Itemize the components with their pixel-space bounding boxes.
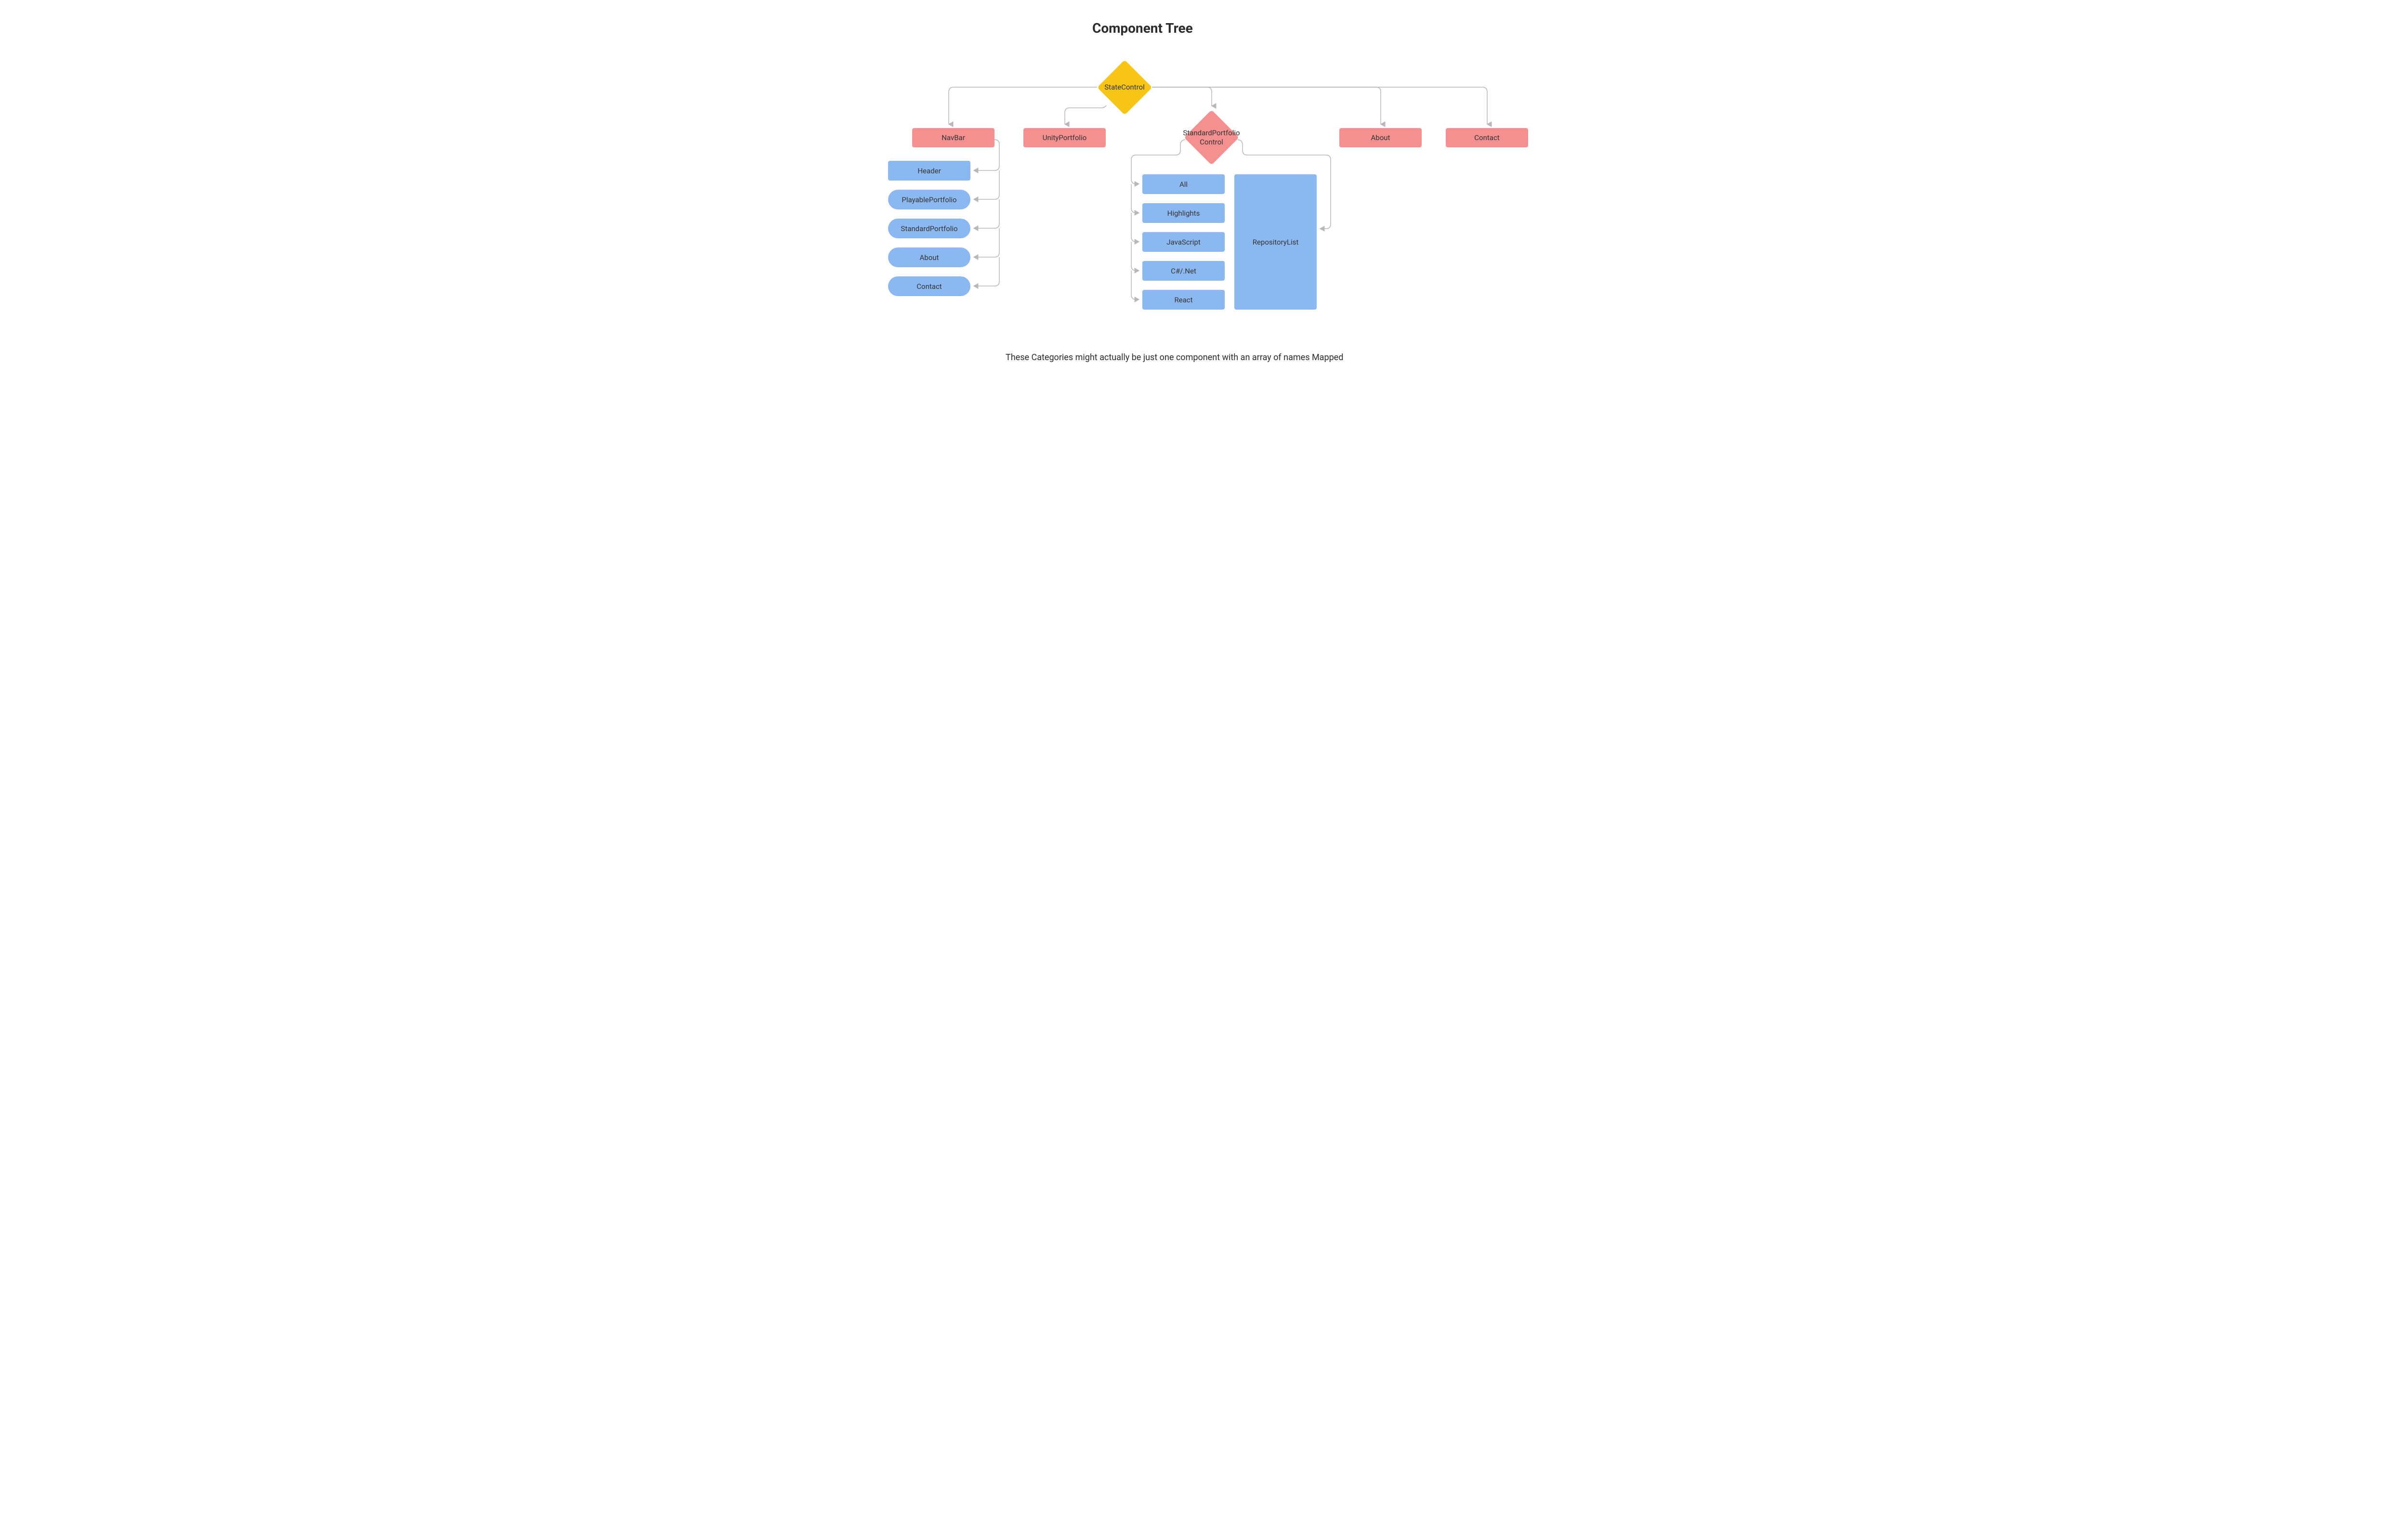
diagram-footnote: These Categories might actually be just …	[1006, 352, 1343, 363]
edge	[974, 228, 999, 257]
node-label: JavaScript	[1166, 238, 1200, 247]
node-label: StateControl	[1097, 83, 1152, 92]
node-label: NavBar	[942, 133, 965, 142]
node-label: All	[1179, 180, 1188, 189]
node-navContact: Contact	[888, 276, 970, 296]
edge	[974, 199, 999, 228]
node-catCSharp: C#/.Net	[1142, 261, 1225, 281]
node-about: About	[1339, 128, 1422, 147]
edge	[1152, 87, 1212, 106]
node-label: RepositoryList	[1253, 238, 1299, 247]
node-catJS: JavaScript	[1142, 232, 1225, 252]
node-stateControl: StateControl	[1097, 60, 1152, 115]
node-label: Contact	[916, 282, 942, 291]
node-label: Highlights	[1167, 209, 1200, 218]
edge	[974, 257, 999, 286]
node-label: UnityPortfolio	[1043, 133, 1087, 142]
node-navAbout: About	[888, 247, 970, 267]
edge	[974, 170, 999, 199]
edge	[1131, 242, 1139, 271]
edge	[1131, 213, 1139, 242]
node-contact: Contact	[1446, 128, 1528, 147]
edge	[1131, 184, 1139, 213]
node-catHighlights: Highlights	[1142, 203, 1225, 223]
node-label: PlayablePortfolio	[902, 195, 956, 204]
node-label: React	[1174, 296, 1192, 304]
node-label: StandardPortfolio	[901, 224, 957, 233]
node-playablePortfolio: PlayablePortfolio	[888, 190, 970, 209]
node-label: About	[920, 253, 939, 262]
node-label: About	[1371, 133, 1390, 142]
node-catAll: All	[1142, 174, 1225, 194]
node-unityPortfolio: UnityPortfolio	[1023, 128, 1106, 147]
edge	[949, 87, 1097, 124]
node-catReact: React	[1142, 290, 1225, 310]
edge	[1131, 271, 1139, 299]
node-label: Contact	[1474, 133, 1499, 142]
node-navBar: NavBar	[912, 128, 995, 147]
diagram-title: Component Tree	[1092, 20, 1193, 36]
node-standardPortfolio: StandardPortfolio	[888, 219, 970, 238]
node-stdPortfolioControl: StandardPortfolio Control	[1184, 110, 1239, 165]
node-label: StandardPortfolio Control	[1181, 129, 1242, 147]
node-header: Header	[888, 161, 970, 181]
node-label: Header	[917, 167, 941, 175]
diagram-canvas: Component Tree StateControl NavBar UnityPo…	[855, 0, 1553, 384]
node-repoList: RepositoryList	[1234, 174, 1317, 310]
node-label: C#/.Net	[1171, 267, 1196, 275]
